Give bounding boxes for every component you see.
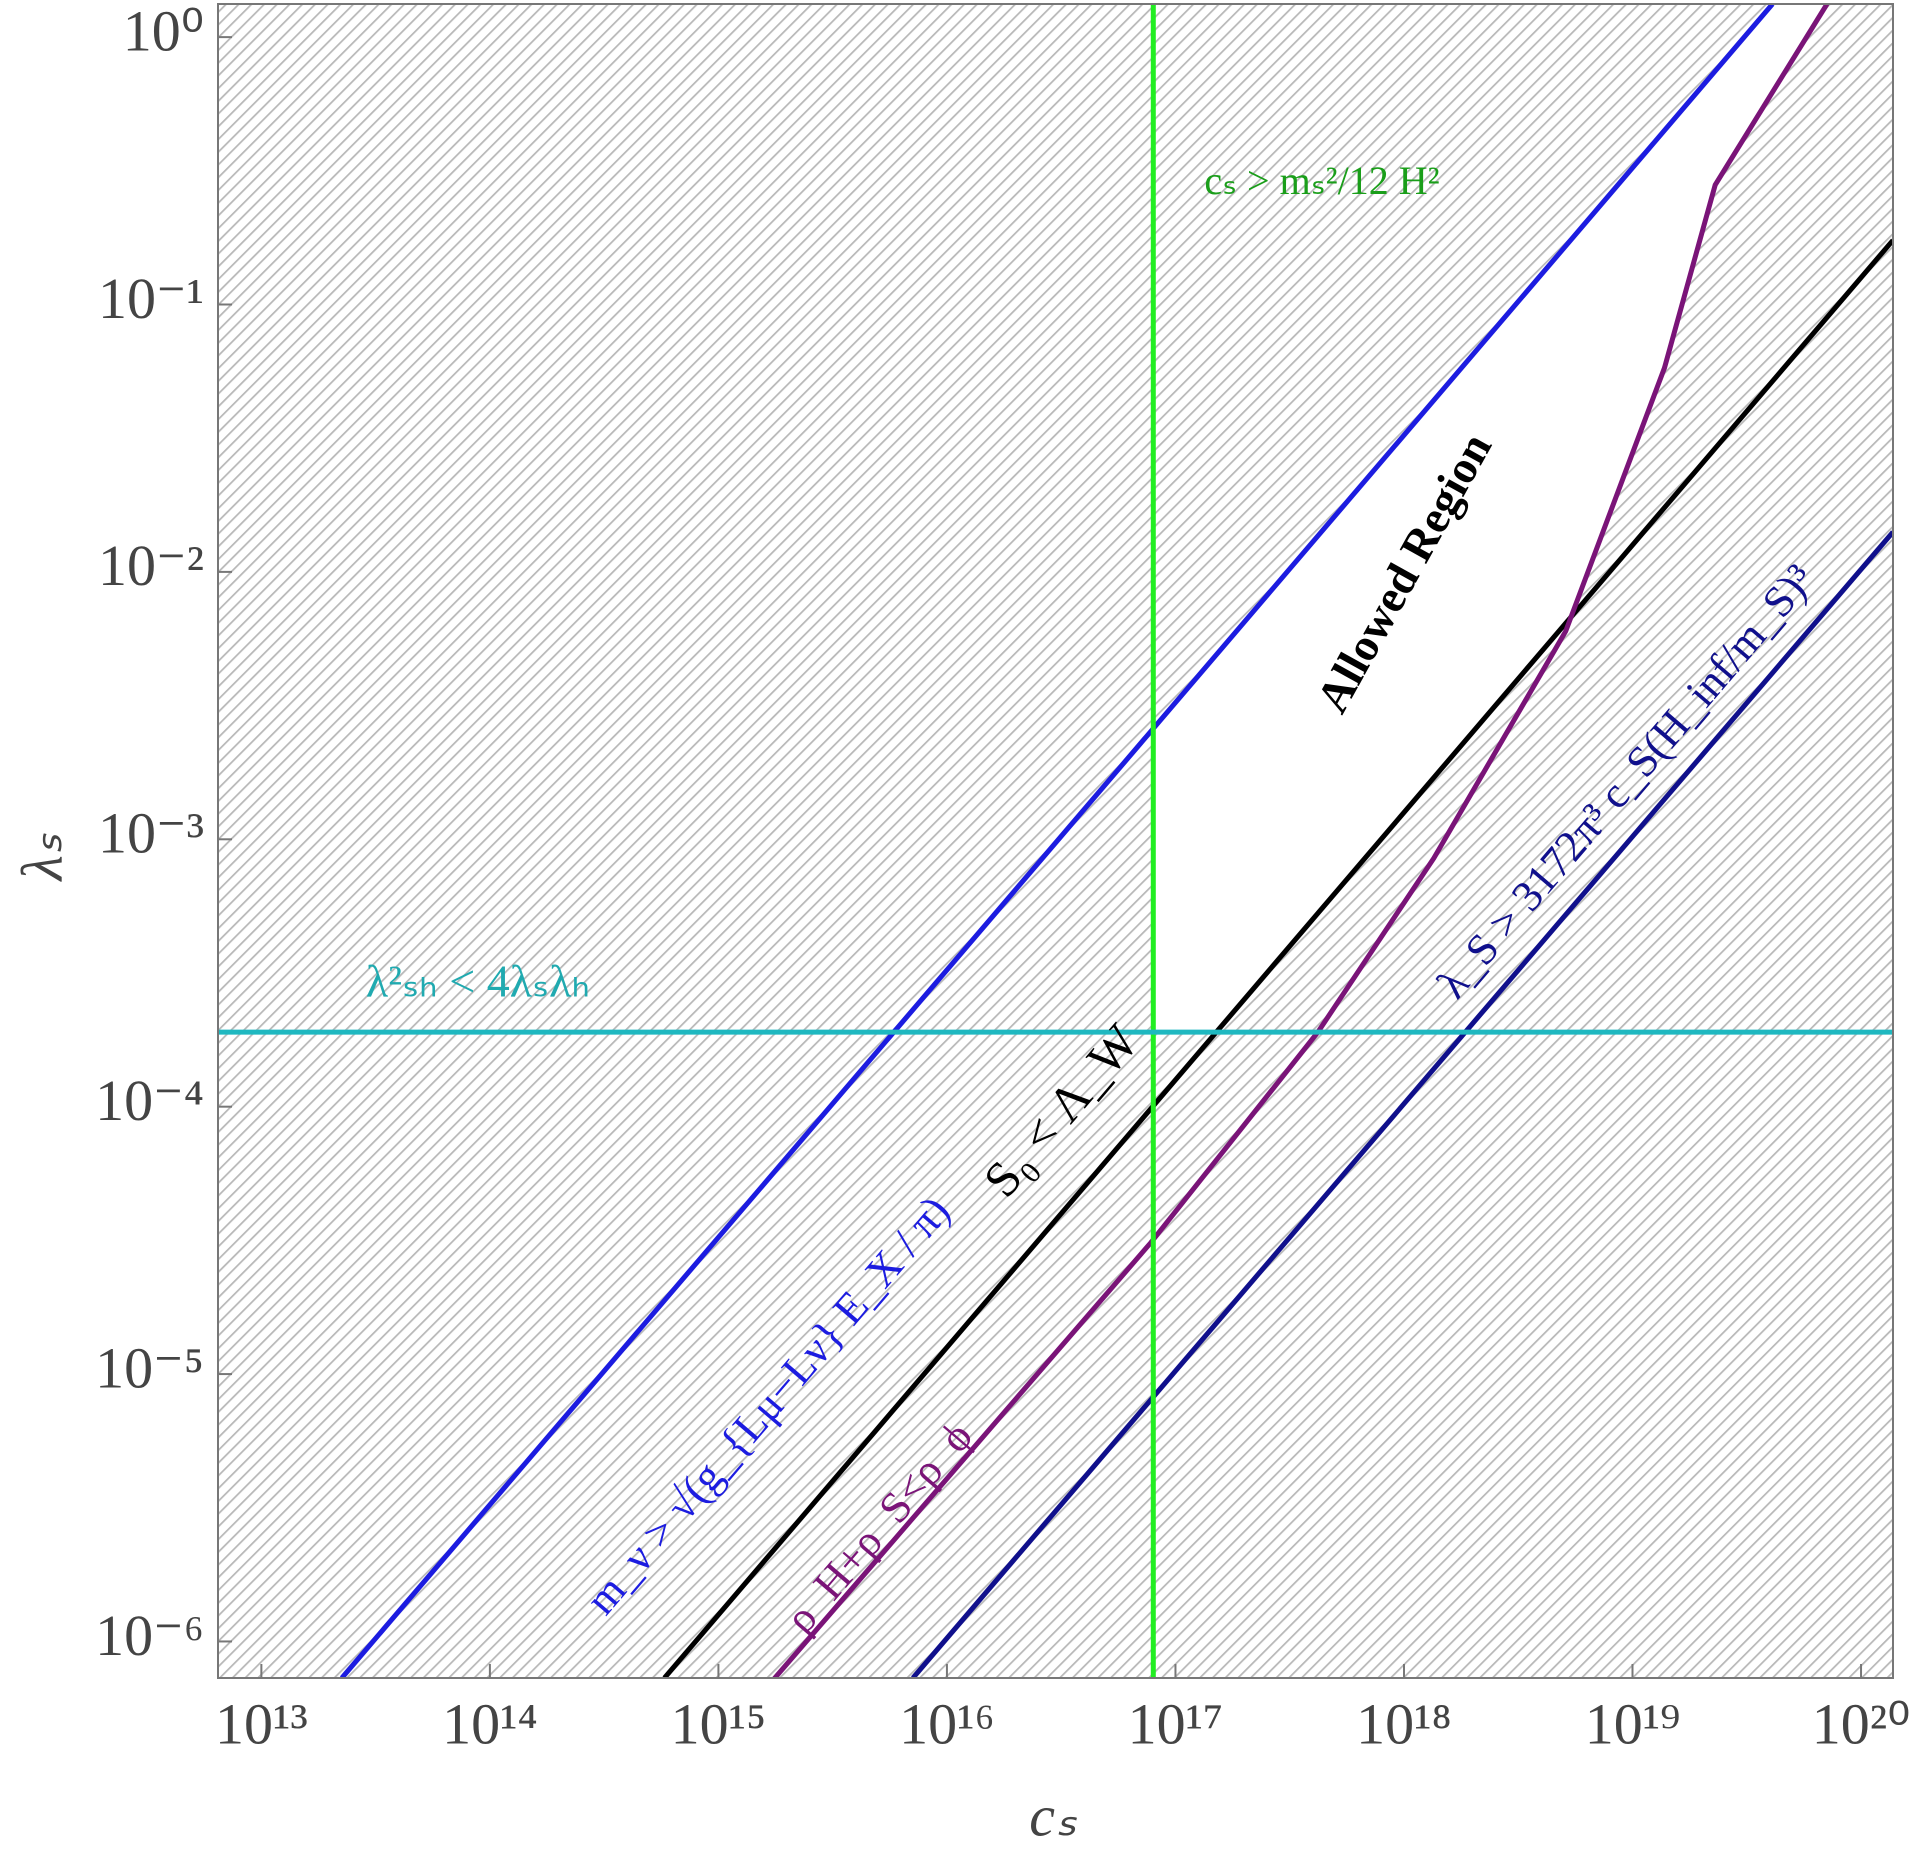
constraint-line (339, 4, 1775, 1678)
y-tick-label: 10⁻⁶ (95, 1603, 204, 1668)
x-tick-label: 10¹⁵ (671, 1691, 767, 1756)
x-tick-label: 10¹³ (215, 1691, 308, 1756)
plot-frame (217, 3, 1894, 1679)
x-tick-label: 10¹⁹ (1585, 1691, 1681, 1756)
x-axis-label: cₛ (1029, 1783, 1077, 1848)
x-tick-label: 10¹⁶ (899, 1691, 995, 1756)
allowed-region (1153, 4, 1827, 1033)
y-tick-label: 10⁻¹ (98, 266, 204, 331)
constraint-line (662, 238, 1893, 1678)
y-axis-label: λₛ (9, 833, 74, 882)
y-tick-label: 10⁻⁴ (95, 1068, 204, 1133)
x-tick-label: 10²⁰ (1812, 1691, 1911, 1756)
constraint-line (911, 530, 1893, 1678)
y-tick-label: 10⁰ (123, 0, 204, 63)
x-tick-label: 10¹⁴ (442, 1691, 538, 1756)
constraint-line (771, 4, 1830, 1678)
annotation: λ²ₛₕ < 4λₛλₕ (366, 956, 590, 1007)
y-tick-label: 10⁻⁵ (95, 1335, 204, 1400)
x-tick-label: 10¹⁷ (1128, 1691, 1224, 1756)
annotation: cₛ > mₛ²/12 H² (1204, 158, 1439, 203)
x-tick-label: 10¹⁸ (1356, 1691, 1452, 1756)
y-tick-label: 10⁻² (98, 533, 204, 598)
y-tick-label: 10⁻³ (98, 801, 204, 866)
